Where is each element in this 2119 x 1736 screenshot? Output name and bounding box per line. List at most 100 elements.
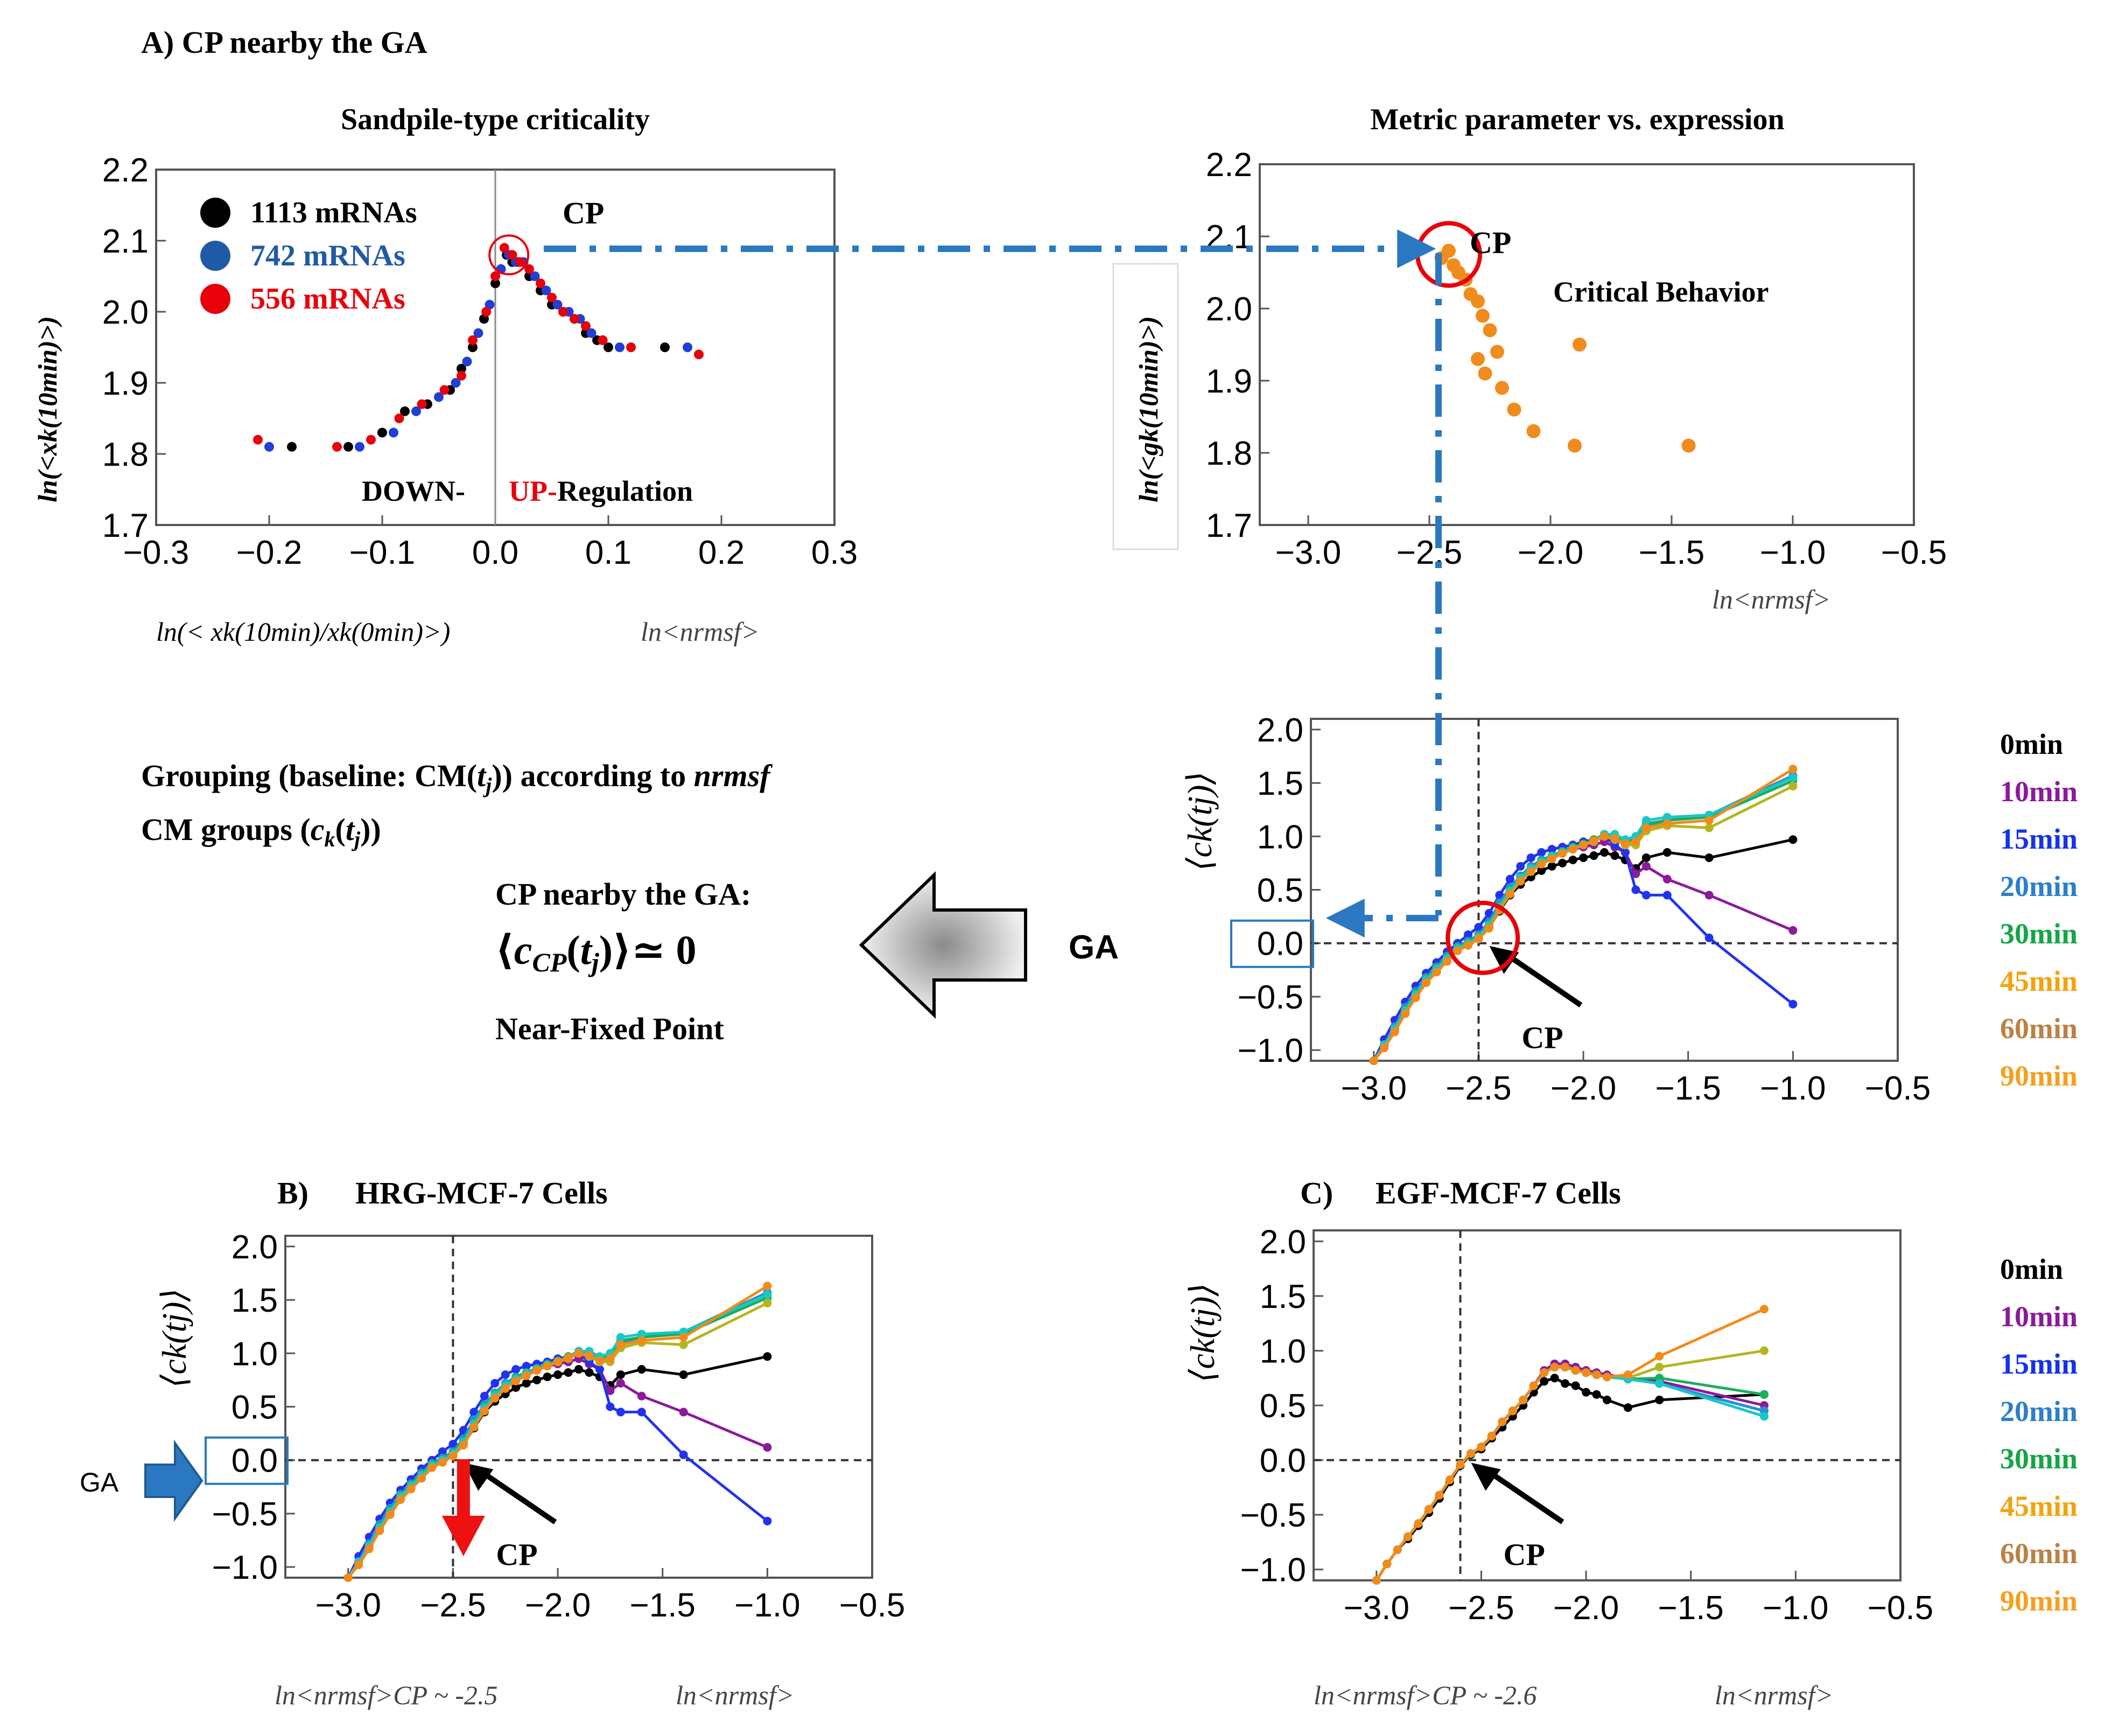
panel-c-title: EGF-MCF-7 Cells	[1376, 1175, 1621, 1210]
legend-c-item: 10min	[2000, 1300, 2078, 1333]
chart-cm-c-cp-label: CP	[1504, 1537, 1545, 1572]
chart-cm-b-xtick-label: −1.0	[734, 1587, 800, 1624]
sandpile-point-0	[287, 442, 297, 452]
metric-xlabel: ln<nrmsf>	[1712, 584, 1830, 614]
chart-cm-b-point-0min	[585, 1368, 594, 1377]
chart-cm-b-red-arrow-head	[441, 1516, 485, 1556]
sandpile-ytick-label: 1.9	[102, 365, 149, 402]
chart-cm-a-point-90min	[1390, 1027, 1399, 1037]
chart-cm-b-point-10min	[763, 1443, 772, 1452]
sandpile-point-2	[253, 435, 263, 445]
chart-cm-c-point-90min	[1466, 1449, 1475, 1458]
sandpile-point-2	[417, 399, 427, 409]
chart-cm-a-point-90min	[1641, 823, 1651, 832]
sandpile-legend-marker	[200, 198, 230, 228]
chart-cm-c-point-90min	[1456, 1460, 1465, 1469]
chart-cm-b-point-90min	[606, 1354, 615, 1363]
chart-cm-a-xtick-label: −0.5	[1865, 1070, 1931, 1107]
chart-cm-a-point-15min	[1704, 933, 1714, 942]
chart-cm-b-point-90min	[763, 1282, 772, 1291]
chart-cm-a-frame	[1310, 718, 1899, 1062]
chart-cm-b-point-15min	[448, 1439, 458, 1448]
chart-cm-b-point-0min	[532, 1375, 542, 1384]
sandpile-title: Sandpile-type criticality	[341, 103, 650, 136]
chart-cm-c-point-90min	[1383, 1559, 1392, 1569]
chart-cm-b-point-90min	[574, 1349, 583, 1358]
chart-cm-b-xtick-label: −3.0	[315, 1587, 381, 1624]
sandpile-cp-label: CP	[563, 195, 604, 230]
chart-cm-a-point-15min	[1537, 848, 1546, 857]
cm-b-xlabel: ln<nrmsf>	[676, 1680, 794, 1710]
chart-cm-a-point-60min	[1788, 773, 1798, 782]
chart-cm-a-point-0min	[1788, 835, 1798, 844]
chart-cm-c-ytick-label: 1.0	[1260, 1333, 1306, 1370]
chart-cm-b-point-90min	[448, 1451, 458, 1460]
chart-cm-b-ytick-label: 0.5	[231, 1389, 278, 1426]
metric-xtick-label: −2.0	[1518, 534, 1583, 571]
sandpile-point-1	[615, 342, 625, 352]
chart-cm-b-ytick-label: −1.0	[212, 1549, 278, 1586]
chart-cm-a-point-15min	[1526, 853, 1535, 862]
sandpile-point-1	[462, 356, 472, 367]
sandpile-point-0	[400, 406, 410, 416]
chart-cm-a-ytick-label: −1.0	[1238, 1032, 1303, 1069]
chart-cm-a-point-90min	[1369, 1056, 1378, 1065]
sandpile-point-1	[530, 271, 540, 281]
chart-cm-c-point-90min	[1435, 1490, 1444, 1500]
cm-chart-b: −3.0 −2.5 −2.0 −1.5 −1.0 −0.5 2.0 1.5 1.0 0.5 0.0 −…	[155, 1229, 905, 1624]
chart-cm-c-point-90min	[1550, 1362, 1559, 1371]
sandpile-point-2	[524, 264, 534, 274]
chart-cm-c-point-0min	[1603, 1395, 1611, 1404]
chart-cm-a-point-15min	[1641, 891, 1651, 900]
chart-cm-b-point-90min	[385, 1510, 395, 1519]
chart-cm-b-series-15min	[347, 1352, 768, 1579]
legend-a-item: 60min	[2000, 1012, 2078, 1045]
cm-chart-c: −3.0 −2.5 −2.0 −1.5 −1.0 −0.5 2.0 1.5 1.0 0.5 0.0 −…	[1183, 1223, 1933, 1627]
chart-cm-b-ytick-label: 1.0	[231, 1335, 278, 1373]
chart-cm-a-xtick-label: −2.5	[1446, 1070, 1511, 1107]
near-fixed-point-text: Near-Fixed Point	[495, 1011, 724, 1046]
chart-cm-c-point-90min	[1498, 1417, 1507, 1426]
chart-cm-c-ytick-label: 1.5	[1260, 1278, 1306, 1315]
ga-big-arrow	[859, 871, 1027, 1019]
chart-cm-b-point-90min	[490, 1394, 500, 1403]
sandpile-point-2	[558, 307, 568, 317]
chart-cm-a-point-90min	[1579, 841, 1588, 850]
sandpile-point-2	[547, 292, 557, 303]
sandpile-point-0	[490, 278, 500, 289]
chart-cm-c-cp-arrow	[1488, 1470, 1564, 1524]
chart-cm-a-point-90min	[1547, 854, 1556, 863]
sandpile-point-2	[581, 321, 591, 331]
chart-cm-c-point-0min	[1571, 1381, 1580, 1390]
chart-cm-b-point-90min	[532, 1366, 542, 1375]
sandpile-ytick-label: 2.0	[102, 294, 149, 331]
chart-cm-a-point-90min	[1443, 957, 1452, 966]
ga-label-a: GA	[1069, 929, 1119, 966]
sandpile-xtick-label: 0.0	[472, 534, 518, 571]
chart-cm-c-point-45min	[1655, 1362, 1664, 1371]
chart-cm-b-point-15min	[637, 1408, 646, 1417]
critical-behavior-label: Critical Behavior	[1553, 276, 1769, 308]
up-regulation-label: UP-Regulation	[509, 475, 693, 507]
metric-point	[1478, 366, 1492, 381]
metric-ytick-label: 2.2	[1206, 146, 1252, 184]
chart-cm-a-point-90min	[1463, 941, 1472, 950]
chart-cm-b-point-90min	[553, 1357, 563, 1367]
metric-ytick-label: 2.0	[1206, 291, 1252, 328]
chart-cm-a-point-90min	[1620, 839, 1630, 849]
chart-cm-c-point-90min	[1487, 1431, 1496, 1440]
cp-near-ga-text: CP nearby the GA:	[495, 877, 751, 912]
chart-cm-b-series-0min	[347, 1355, 768, 1579]
chart-cm-b-point-90min	[343, 1573, 353, 1582]
metric-cp-label: CP	[1470, 225, 1511, 260]
chart-cm-a-cp-circle	[1446, 900, 1520, 975]
chart-cm-a-point-90min	[1788, 765, 1798, 774]
chart-cm-c-point-90min	[1623, 1370, 1632, 1380]
sandpile-chart: −0.3 −0.2 −0.1 0.0 0.1 0.2 0.3 1.7 1.8 1.9 2.0 2.1 2…	[102, 152, 858, 571]
chart-cm-a-point-90min	[1484, 923, 1493, 933]
panel-a-label: A) CP nearby the GA	[141, 25, 427, 60]
metric-ytick-label: 1.7	[1206, 507, 1252, 544]
legend-a-item: 20min	[2000, 870, 2078, 902]
chart-cm-a-zero-box	[1230, 919, 1314, 968]
sandpile-legend-marker	[200, 284, 230, 314]
